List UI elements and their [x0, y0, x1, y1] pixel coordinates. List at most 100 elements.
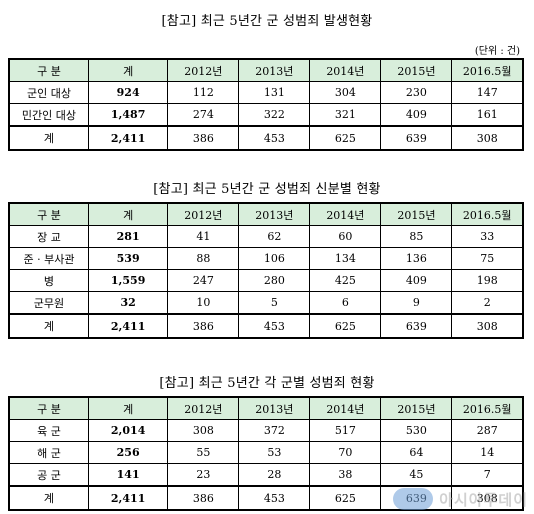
table-row: 준 · 부사관 539 88 106 134 136 75: [8, 247, 524, 270]
cell: 198: [451, 269, 524, 292]
table3-title: [참고] 최근 5년간 각 군별 성범죄 현황: [159, 376, 375, 391]
row-total: 2,411: [87, 313, 169, 339]
row-label: 계: [8, 125, 89, 151]
cell: 304: [309, 81, 382, 104]
watermark-logo-icon: [393, 488, 434, 510]
cell: 409: [380, 103, 453, 127]
table-header-row: 구 분 계 2012년 2013년 2014년 2015년 2016.5월: [8, 58, 524, 82]
rank-table: 구 분 계 2012년 2013년 2014년 2015년 2016.5월 장 …: [8, 202, 524, 339]
cell: 45: [380, 463, 453, 487]
header-year: 2016.5월: [451, 202, 524, 226]
table-row: 육 군 2,014 308 372 517 530 287: [8, 419, 524, 442]
header-category: 구 분: [8, 58, 89, 82]
row-total: 2,411: [87, 125, 169, 151]
table1-title: [참고] 최근 5년간 군 성범죄 발생현황: [161, 14, 373, 29]
table-row: 민간인 대상 1,487 274 322 321 409 161: [8, 103, 524, 127]
header-year: 2014년: [309, 202, 382, 226]
header-total: 계: [87, 202, 169, 226]
table-row: 군무원 32 10 5 6 9 2: [8, 291, 524, 315]
header-year: 2014년: [309, 396, 382, 420]
header-year: 2013년: [238, 396, 311, 420]
table-row: 공 군 141 23 28 38 45 7: [8, 463, 524, 487]
row-total: 2,411: [87, 485, 169, 511]
header-year: 2012년: [167, 396, 240, 420]
header-year: 2016.5월: [451, 58, 524, 82]
cell: 2: [451, 291, 524, 315]
cell: 308: [167, 419, 240, 442]
header-year: 2015년: [380, 58, 453, 82]
cell: 38: [309, 463, 382, 487]
row-total: 281: [87, 225, 169, 248]
cell: 161: [451, 103, 524, 127]
cell: 321: [309, 103, 382, 127]
table-row: 장 교 281 41 62 60 85 33: [8, 225, 524, 248]
cell: 88: [167, 247, 240, 270]
cell: 274: [167, 103, 240, 127]
cell: 60: [309, 225, 382, 248]
cell: 453: [238, 313, 311, 339]
cell: 530: [380, 419, 453, 442]
row-total: 1,487: [87, 103, 169, 127]
header-total: 계: [87, 58, 169, 82]
cell: 409: [380, 269, 453, 292]
table2-title: [참고] 최근 5년간 군 성범죄 신분별 현황: [153, 182, 381, 197]
total-row: 계 2,411 386 453 625 639 308: [8, 125, 524, 151]
row-total: 2,014: [87, 419, 169, 442]
watermark-text: 아시아투데이: [439, 490, 528, 509]
cell: 322: [238, 103, 311, 127]
row-label: 계: [8, 485, 89, 511]
cell: 53: [238, 441, 311, 464]
row-label: 군인 대상: [8, 81, 89, 104]
unit-note: (단위 : 건): [474, 46, 520, 57]
header-category: 구 분: [8, 202, 89, 226]
cell: 64: [380, 441, 453, 464]
header-year: 2012년: [167, 202, 240, 226]
cell: 33: [451, 225, 524, 248]
row-label: 해 군: [8, 441, 89, 464]
cell: 55: [167, 441, 240, 464]
cell: 7: [451, 463, 524, 487]
header-category: 구 분: [8, 396, 89, 420]
row-total: 539: [87, 247, 169, 270]
branch-table: 구 분 계 2012년 2013년 2014년 2015년 2016.5월 육 …: [8, 396, 524, 511]
cell: 625: [309, 125, 382, 151]
header-year: 2014년: [309, 58, 382, 82]
header-year: 2013년: [238, 202, 311, 226]
cell: 10: [167, 291, 240, 315]
row-total: 141: [87, 463, 169, 487]
cell: 308: [451, 313, 524, 339]
cell: 23: [167, 463, 240, 487]
cell: 85: [380, 225, 453, 248]
incidence-table: 구 분 계 2012년 2013년 2014년 2015년 2016.5월 군인…: [8, 58, 524, 151]
header-year: 2015년: [380, 202, 453, 226]
row-label: 민간인 대상: [8, 103, 89, 127]
cell: 62: [238, 225, 311, 248]
row-total: 924: [87, 81, 169, 104]
cell: 147: [451, 81, 524, 104]
header-year: 2012년: [167, 58, 240, 82]
row-total: 32: [87, 291, 169, 315]
cell: 131: [238, 81, 311, 104]
cell: 308: [451, 125, 524, 151]
table-header-row: 구 분 계 2012년 2013년 2014년 2015년 2016.5월: [8, 396, 524, 420]
cell: 14: [451, 441, 524, 464]
cell: 386: [167, 125, 240, 151]
row-total: 1,559: [87, 269, 169, 292]
row-label: 장 교: [8, 225, 89, 248]
cell: 425: [309, 269, 382, 292]
cell: 517: [309, 419, 382, 442]
row-label: 병: [8, 269, 89, 292]
cell: 386: [167, 485, 240, 511]
cell: 287: [451, 419, 524, 442]
row-label: 준 · 부사관: [8, 247, 89, 270]
cell: 5: [238, 291, 311, 315]
row-label: 공 군: [8, 463, 89, 487]
header-year: 2013년: [238, 58, 311, 82]
row-total: 256: [87, 441, 169, 464]
cell: 230: [380, 81, 453, 104]
header-year: 2015년: [380, 396, 453, 420]
cell: 136: [380, 247, 453, 270]
total-row: 계 2,411 386 453 625 639 308: [8, 313, 524, 339]
table-row: 병 1,559 247 280 425 409 198: [8, 269, 524, 292]
row-label: 육 군: [8, 419, 89, 442]
